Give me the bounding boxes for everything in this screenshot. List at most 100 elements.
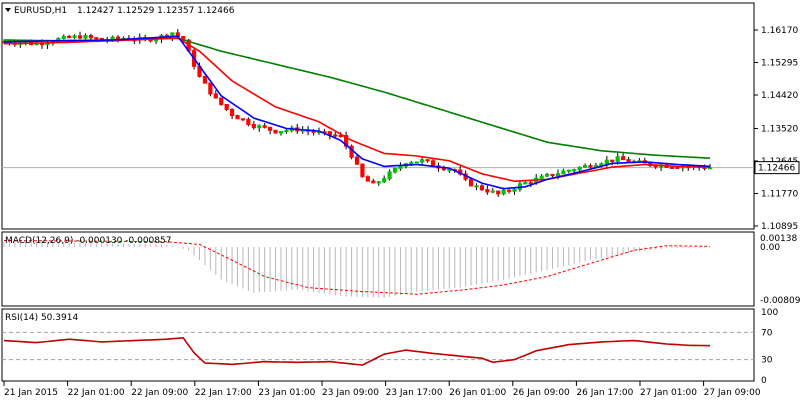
candle-body	[409, 162, 414, 165]
candle-body	[213, 93, 218, 99]
candle-body	[707, 167, 713, 170]
time-tick-label: 22 Jan 09:00	[131, 388, 188, 398]
candle-body	[582, 165, 588, 168]
candle-body	[626, 159, 631, 163]
candle-body	[588, 165, 593, 168]
rsi-tick-label: 30	[761, 356, 773, 366]
rsi-title: RSI(14) 50.3914	[5, 313, 78, 323]
candle-body	[539, 175, 544, 179]
candle-body	[333, 134, 338, 137]
candle-body	[425, 159, 430, 162]
candle-body	[382, 178, 387, 183]
candle-body	[392, 167, 398, 173]
price-tick-label: 1.13520	[761, 124, 798, 134]
macd-signal-line	[4, 240, 711, 295]
time-tick-label: 26 Jan 01:00	[449, 388, 506, 398]
candle-body	[219, 97, 224, 105]
candle-body	[360, 163, 365, 178]
candle-body	[77, 35, 83, 39]
rsi-panel[interactable]	[1, 308, 755, 382]
candle-body	[208, 82, 213, 95]
candle-body	[371, 180, 376, 184]
candle-body	[268, 126, 273, 131]
candle-body	[376, 181, 381, 184]
time-tick-label: 27 Jan 09:00	[704, 388, 761, 398]
macd-layer	[3, 240, 711, 299]
candle-body	[83, 35, 88, 39]
candle-body	[572, 169, 577, 172]
macd-tick-label: 0.00	[760, 243, 780, 253]
price-layer	[1, 28, 754, 198]
time-tick-label: 21 Jan 2015	[4, 388, 58, 398]
price-tick-label: 1.14420	[761, 91, 798, 101]
candle-body	[94, 37, 99, 40]
ma-fast-line	[3, 35, 711, 190]
candle-body	[447, 169, 452, 172]
candle-body	[669, 166, 675, 169]
candle-body	[344, 135, 349, 147]
candle-body	[240, 118, 246, 121]
price-panel[interactable]	[1, 2, 755, 230]
candle-body	[61, 35, 66, 40]
time-tick-label: 22 Jan 17:00	[195, 388, 252, 398]
time-tick-label: 23 Jan 09:00	[322, 388, 379, 398]
ohlc-values: 1.12427 1.12529 1.12357 1.12466	[77, 6, 235, 16]
candle-body	[115, 36, 121, 40]
candle-body	[523, 182, 528, 185]
candle-body	[566, 169, 571, 172]
candle-body	[202, 75, 208, 84]
rsi-line	[3, 336, 711, 366]
price-tick-label: 1.15295	[761, 59, 798, 69]
candle-body	[577, 166, 582, 171]
candle-body	[262, 125, 267, 128]
candle-body	[512, 188, 517, 192]
candle-body	[528, 182, 533, 185]
rsi-tick-label: 100	[761, 308, 778, 318]
current-price-label: 1.12466	[758, 164, 795, 174]
candle-body	[278, 130, 284, 134]
candle-body	[67, 35, 72, 39]
candle-body	[490, 190, 495, 193]
candle-body	[506, 189, 512, 192]
candle-body	[550, 173, 555, 177]
candle-body	[604, 159, 609, 165]
candle-body	[229, 108, 235, 117]
candle-body	[354, 156, 360, 165]
candle-body	[284, 129, 289, 132]
candle-body	[474, 185, 479, 188]
candle-body	[610, 159, 615, 162]
candle-body	[224, 103, 229, 110]
macd-tick-label: 0.00138	[760, 234, 797, 244]
time-tick-label: 22 Jan 01:00	[68, 388, 125, 398]
price-tick-label: 1.11770	[761, 189, 798, 199]
candle-body	[420, 159, 425, 163]
macd-title: MACD(12,26,9) -0.000130 -0.000857	[5, 236, 171, 246]
candle-body	[501, 189, 506, 195]
symbol-label: EURUSD,H1	[14, 6, 67, 16]
candle-body	[414, 161, 419, 164]
candle-body	[365, 176, 370, 182]
candle-body	[246, 118, 251, 125]
candle-body	[398, 165, 403, 169]
candle-body	[235, 115, 240, 120]
time-tick-label: 26 Jan 17:00	[576, 388, 633, 398]
current-price-badge	[754, 161, 800, 175]
candle-body	[561, 170, 566, 175]
ma-mid-line	[3, 37, 711, 183]
candle-body	[555, 173, 561, 177]
rsi-tick-label: 70	[761, 328, 773, 338]
candle-body	[257, 125, 262, 129]
triangle-down-icon[interactable]	[5, 8, 11, 12]
candle-body	[468, 178, 474, 187]
rsi-tick-label: 0	[761, 376, 767, 386]
candle-body	[485, 189, 490, 193]
macd-panel[interactable]	[1, 231, 755, 307]
candle-body	[675, 166, 680, 169]
candle-body	[430, 160, 436, 167]
candle-body	[479, 185, 485, 191]
time-tick-label: 27 Jan 01:00	[640, 388, 697, 398]
candle-body	[72, 35, 77, 39]
candle-body	[387, 171, 392, 180]
time-tick-label: 23 Jan 17:00	[386, 388, 443, 398]
